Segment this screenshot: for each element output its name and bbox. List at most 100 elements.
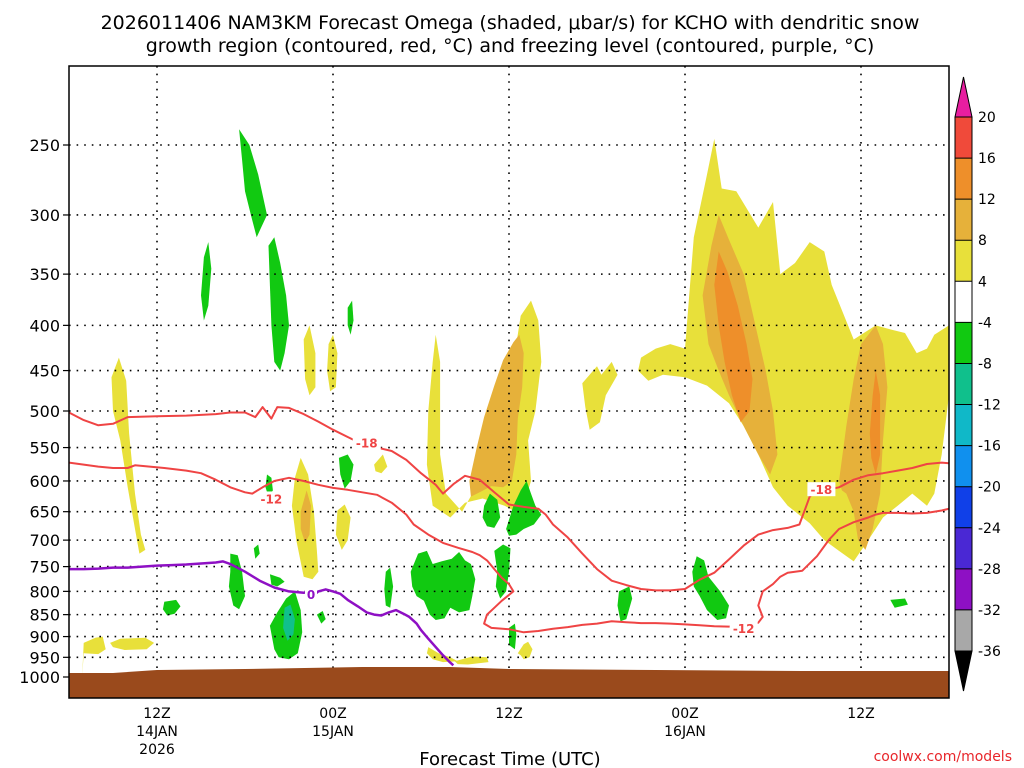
- y-tick-label-11: 800: [29, 582, 60, 601]
- y-tick-label-8: 650: [29, 503, 60, 522]
- omega-region-21: [201, 242, 212, 321]
- x-tick-label-1-1: 15JAN: [312, 724, 354, 740]
- omega-region-4: [303, 325, 316, 396]
- colorbar-bin-3: [955, 240, 972, 282]
- ground-fill: [69, 667, 949, 698]
- dgz-contour-label-0-bg: [352, 435, 381, 450]
- colorbar-bin-0: [955, 117, 972, 159]
- omega-region-24: [338, 454, 354, 489]
- x-tick-label-2-0: 12Z: [495, 706, 522, 722]
- omega-region-33: [410, 550, 476, 620]
- omega-region-14: [469, 334, 524, 497]
- y-tick-label-7: 600: [29, 472, 60, 491]
- colorbar-label-10: -24: [978, 521, 1001, 537]
- dgz-contour-label-0: -18: [356, 437, 378, 451]
- dgz-contour-extra-label-0-bg: [257, 491, 286, 506]
- omega-region-9: [582, 361, 618, 430]
- colorbar-bin-12: [955, 609, 972, 651]
- dgz-contour-extra-label-1-bg: [807, 482, 836, 497]
- colorbar-label-13: -36: [978, 644, 1001, 660]
- colorbar-label-7: -12: [978, 398, 1001, 414]
- y-tick-label-15: 1000: [19, 668, 60, 687]
- y-tick-label-10: 750: [29, 558, 60, 577]
- omega-region-1: [110, 637, 155, 650]
- y-tick-label-0: 250: [29, 136, 60, 155]
- y-tick-label-2: 350: [29, 265, 60, 284]
- dgz-contour-1: [69, 461, 949, 634]
- plot-area: -18 -12 -12 -18 0: [69, 66, 949, 698]
- colorbar-label-9: -20: [978, 480, 1001, 496]
- colorbar-label-4: 4: [978, 274, 987, 290]
- dgz-contour-label-1-bg: [729, 620, 758, 635]
- colorbar-label-8: -16: [978, 439, 1001, 455]
- y-tick-label-5: 500: [29, 402, 60, 421]
- omega-region-30: [162, 599, 181, 616]
- x-tick-label-0-1: 14JAN: [136, 724, 178, 740]
- omega-region-27: [269, 574, 285, 587]
- omega-region-38: [617, 586, 633, 622]
- omega-region-20: [239, 129, 267, 238]
- omega-region-23: [347, 300, 354, 335]
- dgz-contour-extra-label-0: -12: [261, 492, 283, 506]
- omega-region-6: [335, 504, 351, 550]
- freezing-level-label: 0: [307, 588, 315, 602]
- colorbar-top-arrow: [954, 76, 973, 118]
- omega-region-2: [111, 357, 146, 554]
- y-tick-label-13: 900: [29, 628, 60, 647]
- y-tick-label-1: 300: [29, 206, 60, 225]
- colorbar-bin-7: [955, 404, 972, 446]
- omega-shaded-regions: [82, 129, 949, 677]
- colorbar-bin-6: [955, 363, 972, 405]
- y-tick-label-4: 450: [29, 362, 60, 381]
- colorbar-bin-5: [955, 322, 972, 364]
- y-tick-label-14: 950: [29, 648, 60, 667]
- omega-region-10: [638, 138, 949, 562]
- colorbar-bin-11: [955, 568, 972, 610]
- omega-region-7: [374, 454, 388, 474]
- colorbar-label-5: -4: [978, 315, 992, 331]
- omega-region-34: [482, 493, 501, 528]
- colorbar-bin-10: [955, 527, 972, 569]
- colorbar-label-2: 12: [978, 192, 996, 208]
- colorbar-bin-4: [955, 281, 972, 323]
- chart-title-line-1: 2026011406 NAM3KM Forecast Omega (shaded…: [101, 12, 920, 34]
- colorbar-label-3: 8: [978, 233, 987, 249]
- y-tick-label-12: 850: [29, 606, 60, 625]
- omega-region-19: [869, 370, 881, 475]
- site-credit: coolwx.com/models: [874, 749, 1012, 765]
- colorbar-bin-1: [955, 158, 972, 200]
- plot-frame: [68, 65, 950, 699]
- omega-region-39: [692, 556, 729, 620]
- y-tick-label-9: 700: [29, 531, 60, 550]
- colorbar-label-11: -28: [978, 562, 1001, 578]
- omega-region-11: [517, 641, 533, 660]
- colorbar-bin-8: [955, 445, 972, 487]
- y-tick-label-6: 550: [29, 439, 60, 458]
- omega-region-31: [316, 611, 326, 624]
- colorbar-label-6: -8: [978, 356, 992, 372]
- omega-region-0: [82, 636, 106, 677]
- omega-region-32: [384, 567, 394, 608]
- omega-region-35: [494, 544, 511, 599]
- colorbar-bottom-arrow: [954, 650, 973, 692]
- x-tick-label-3-1: 16JAN: [664, 724, 706, 740]
- x-tick-label-0-2: 2026: [139, 742, 175, 758]
- colorbar-bin-9: [955, 486, 972, 528]
- colorbar-bin-2: [955, 199, 972, 241]
- omega-region-41: [283, 604, 295, 641]
- colorbar-label-12: -32: [978, 603, 1001, 619]
- colorbar: 20 16 12 8 4 -4 -8 -12 -16 -20 -24 -28 -32 -36: [954, 76, 1001, 692]
- colorbar-label-1: 16: [978, 151, 996, 167]
- x-axis-label: Forecast Time (UTC): [419, 749, 600, 768]
- omega-region-29: [253, 544, 260, 559]
- omega-region-18: [714, 251, 753, 423]
- freezing-level-label-bg: [305, 586, 317, 601]
- omega-region-17: [300, 490, 311, 543]
- omega-region-36: [506, 481, 542, 536]
- x-tick-label-0-0: 12Z: [143, 706, 170, 722]
- omega-region-22: [268, 237, 289, 371]
- omega-region-40: [890, 598, 908, 608]
- y-tick-label-3: 400: [29, 316, 60, 335]
- omega-region-26: [228, 553, 245, 610]
